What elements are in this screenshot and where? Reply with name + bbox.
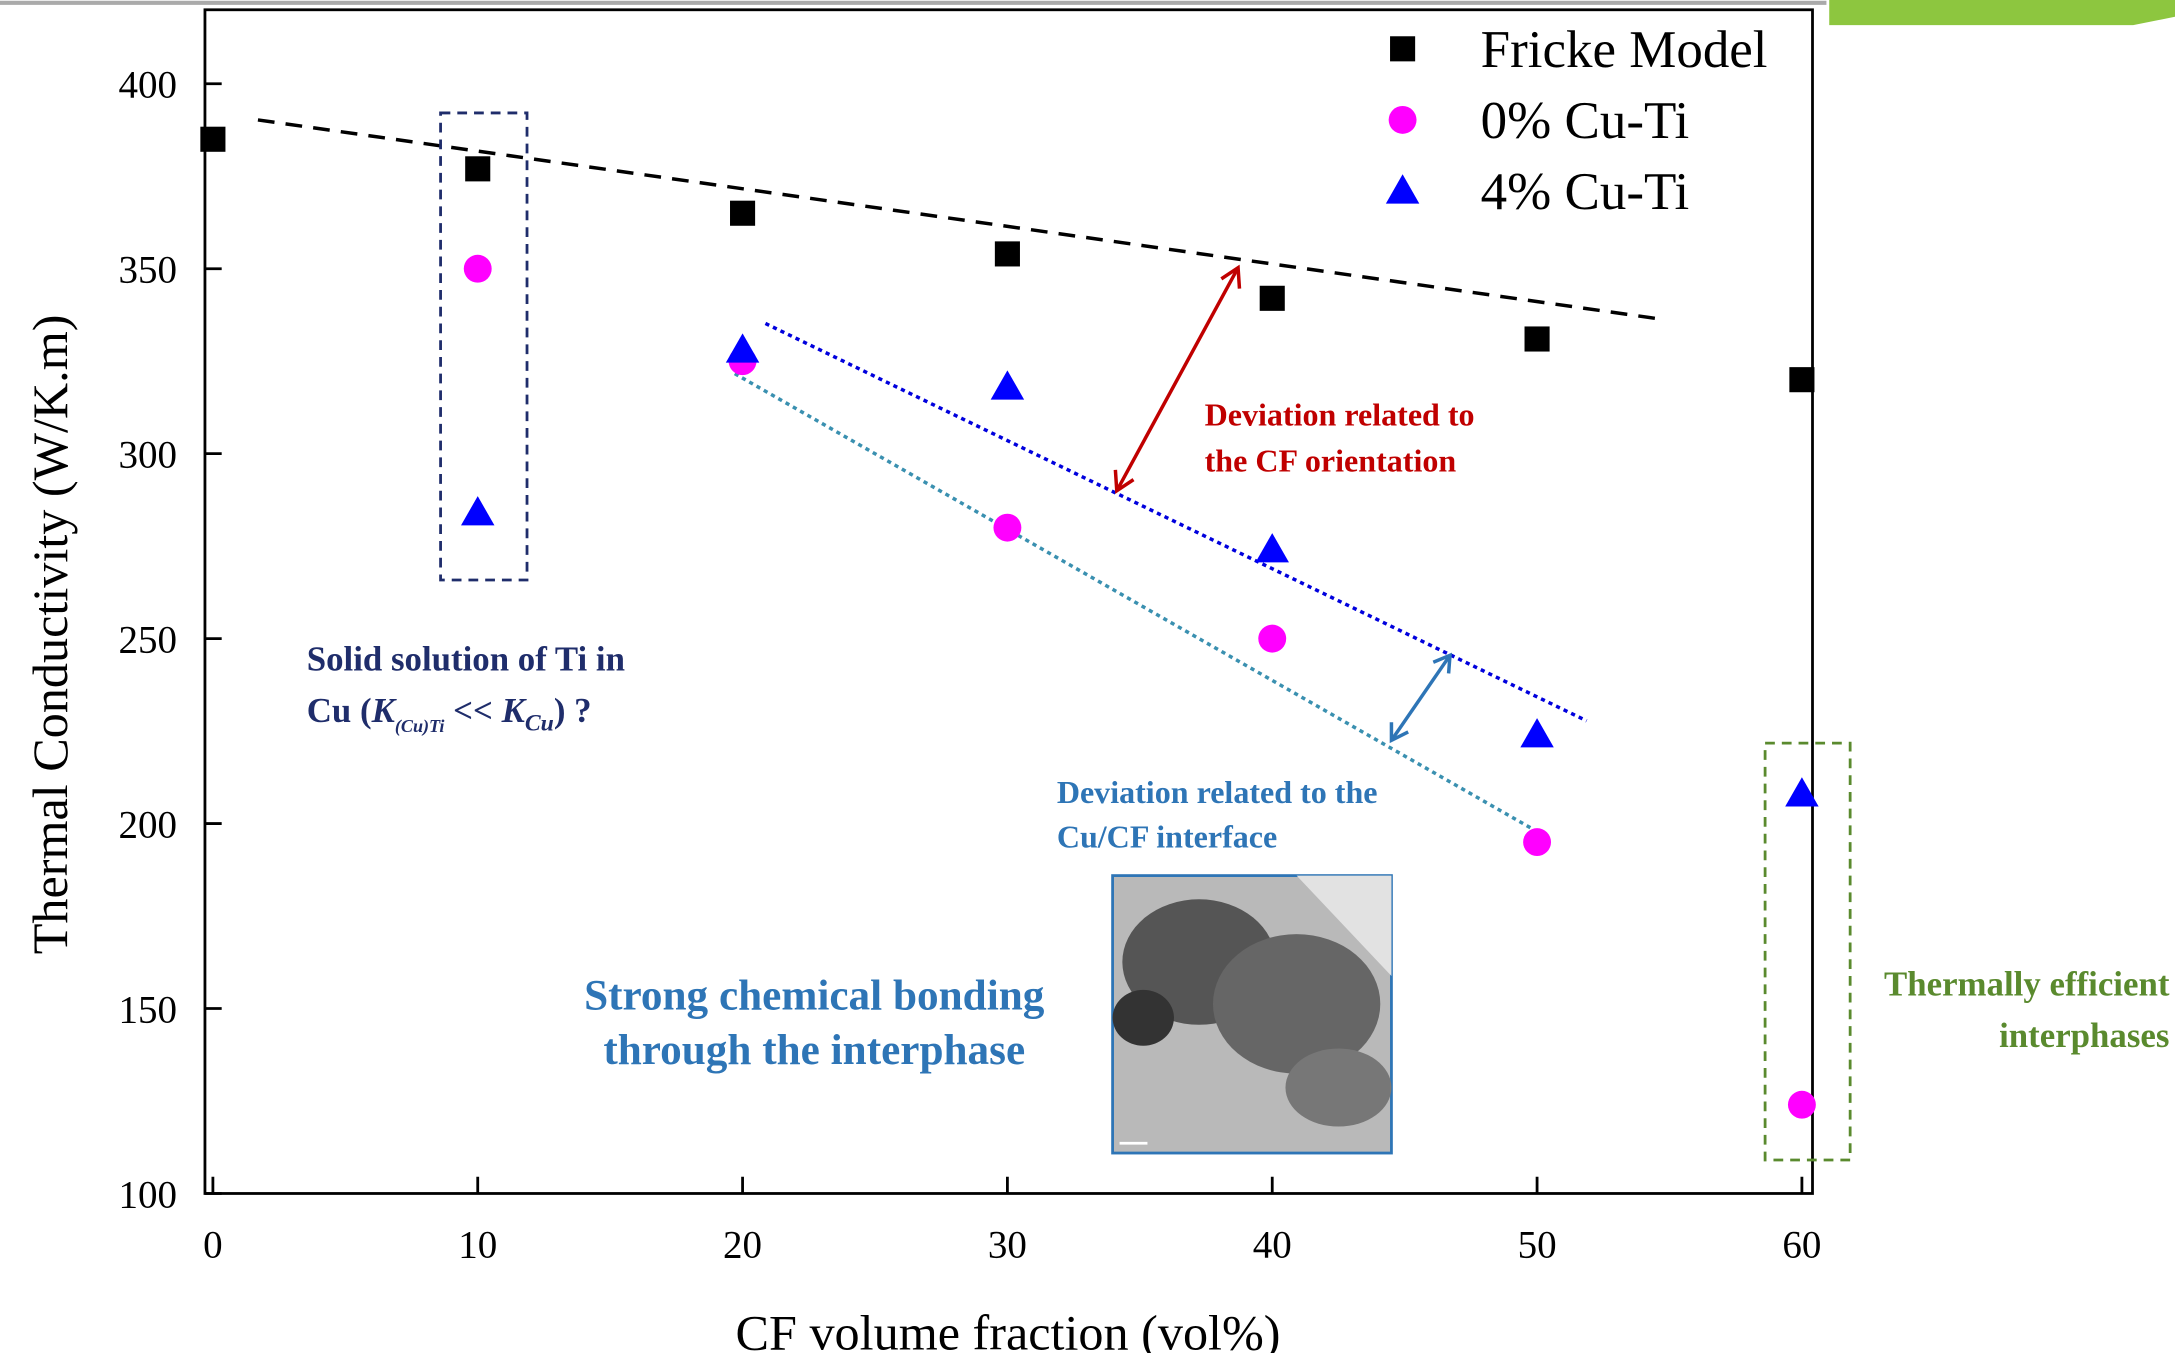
annotation: Deviation related to the <box>1057 774 1378 810</box>
y-tick-label: 350 <box>119 249 178 292</box>
marker <box>993 513 1022 542</box>
annotation: Cu (K(Cu)Ti << KCu) ? <box>307 691 592 737</box>
interface-arrow <box>1389 652 1452 744</box>
y-tick-label: 400 <box>119 64 178 107</box>
marker <box>461 496 495 526</box>
legend-marker <box>1385 174 1420 204</box>
y-tick-label: 300 <box>119 434 178 477</box>
box-10 <box>439 111 529 582</box>
annotation-part: ) ? <box>554 691 592 730</box>
marker <box>1258 624 1287 653</box>
annotation-part: Cu ( <box>307 691 372 730</box>
marker <box>994 241 1020 267</box>
x-tick-label: 40 <box>1253 1224 1292 1267</box>
x-tick-label: 30 <box>988 1224 1027 1267</box>
marker <box>1785 777 1819 807</box>
tem-image <box>1111 874 1393 1155</box>
marker <box>1524 326 1550 352</box>
annotation: Thermally efficient <box>1884 964 2170 1003</box>
y-tick-label: 200 <box>119 804 178 847</box>
annotation-part: Cu <box>525 711 554 737</box>
marker <box>725 333 760 363</box>
marker <box>1255 533 1289 563</box>
marker <box>1520 718 1554 748</box>
legend-label: Fricke Model <box>1481 21 1768 79</box>
marker <box>1523 828 1552 857</box>
fricke-trend-line <box>257 118 1663 322</box>
box-60 <box>1763 741 1852 1162</box>
legend-marker <box>1388 105 1417 134</box>
marker <box>990 370 1025 400</box>
y-axis-title: Thermal Conductivity (W/K.m) <box>22 315 78 955</box>
x-axis-title: CF volume fraction (vol%) <box>736 1305 1281 1353</box>
marker <box>465 156 491 182</box>
legend-label: 0% Cu-Ti <box>1481 92 1690 150</box>
y-tick-label: 100 <box>119 1173 178 1216</box>
marker <box>200 126 226 152</box>
annotation: interphases <box>1999 1016 2169 1055</box>
legend-label: 4% Cu-Ti <box>1481 163 1690 221</box>
marker <box>1789 367 1815 393</box>
marker <box>463 254 492 283</box>
orientation-arrow <box>1113 264 1242 494</box>
trend-0pct <box>733 372 1535 832</box>
x-tick-label: 0 <box>203 1224 223 1267</box>
marker <box>730 200 756 226</box>
y-tick-label: 150 <box>119 988 178 1031</box>
x-tick-label: 10 <box>458 1224 497 1267</box>
annotation: the CF orientation <box>1205 442 1457 478</box>
annotation: Strong chemical bonding <box>584 971 1045 1019</box>
annotation-part: K <box>501 691 528 730</box>
annotation-part: K <box>371 691 398 730</box>
x-tick-label: 50 <box>1518 1224 1557 1267</box>
annotation-part: << <box>444 691 501 730</box>
x-tick-label: 20 <box>723 1224 762 1267</box>
annotation-part: (Cu)Ti <box>395 716 445 737</box>
annotation: Cu/CF interface <box>1057 819 1277 855</box>
marker <box>1259 285 1285 311</box>
legend-marker <box>1390 36 1416 62</box>
marker <box>1787 1090 1816 1119</box>
x-tick-label: 60 <box>1782 1224 1821 1267</box>
corner-decoration <box>1829 0 2175 26</box>
annotation: through the interphase <box>603 1026 1025 1074</box>
annotation: Deviation related to <box>1205 396 1475 432</box>
trend-4pct <box>764 321 1588 723</box>
y-tick-label: 250 <box>119 619 178 662</box>
annotation: Solid solution of Ti in <box>307 640 625 679</box>
